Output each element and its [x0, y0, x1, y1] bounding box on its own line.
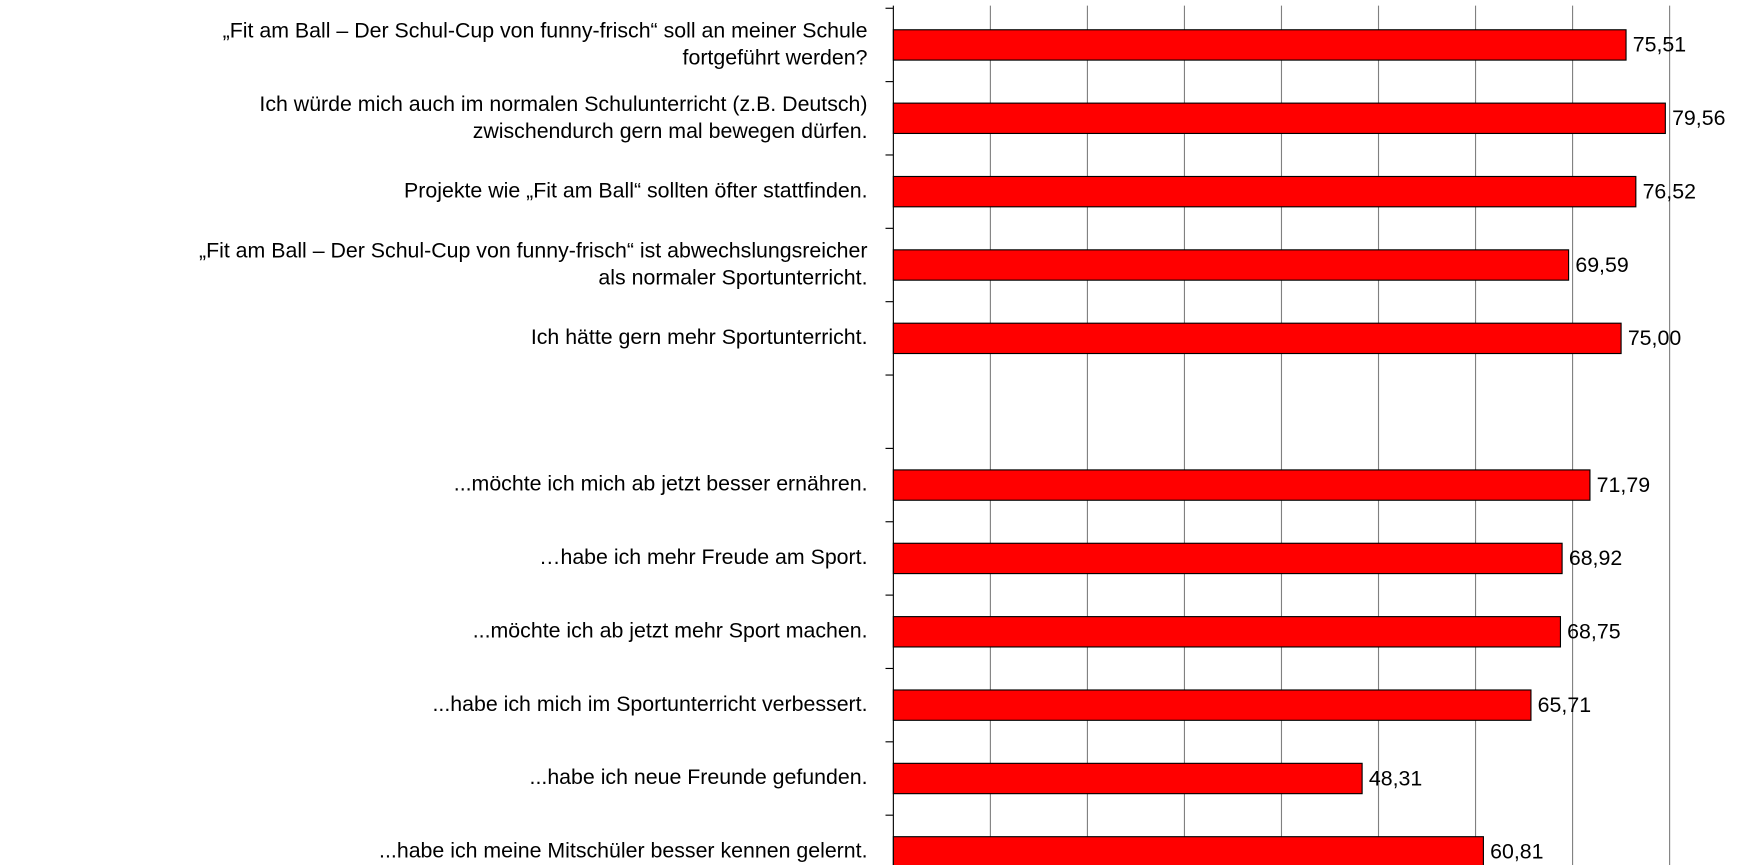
bar [892, 29, 1627, 61]
y-tick-label: Ich würde mich auch im normalen Schulunt… [259, 91, 867, 142]
bar [892, 542, 1563, 575]
y-tick-label: …habe ich mehr Freude am Sport. [539, 545, 867, 569]
bar [892, 689, 1532, 721]
bar [892, 616, 1562, 648]
y-tick-label: „Fit am Ball – Der Schul-Cup von funny-f… [223, 18, 868, 69]
data-label: 48,31 [1369, 766, 1422, 790]
y-tick-label: „Fit am Ball – Der Schul-Cup von funny-f… [199, 238, 868, 289]
y-tick-label: ...möchte ich mich ab jetzt besser ernäh… [454, 472, 868, 496]
data-label: 69,59 [1575, 253, 1628, 277]
y-tick-label: ...möchte ich ab jetzt mehr Sport machen… [473, 618, 868, 642]
data-label: 71,79 [1597, 473, 1650, 497]
data-label: 68,75 [1567, 620, 1620, 644]
data-label: 65,71 [1538, 693, 1591, 717]
data-label: 79,56 [1672, 106, 1725, 130]
bar [892, 102, 1666, 135]
bar [892, 469, 1591, 501]
data-label: 75,51 [1633, 33, 1686, 57]
y-tick-label: ...habe ich mich im Sportunterricht verb… [432, 692, 867, 716]
y-tick-label: ...habe ich neue Freunde gefunden. [530, 765, 868, 789]
y-tick-label: ...habe ich meine Mitschüler besser kenn… [379, 838, 867, 862]
y-tick-label: Projekte wie „Fit am Ball“ sollten öfter… [404, 178, 867, 202]
data-label: 60,81 [1490, 840, 1543, 864]
bar [892, 249, 1570, 281]
bar [892, 322, 1622, 355]
y-tick-label: Ich hätte gern mehr Sportunterricht. [531, 325, 868, 349]
bar [892, 836, 1484, 865]
data-label: 75,00 [1628, 326, 1682, 350]
bar [892, 175, 1637, 208]
data-label: 68,92 [1569, 546, 1622, 570]
bar [892, 762, 1363, 795]
data-label: 76,52 [1643, 179, 1696, 203]
